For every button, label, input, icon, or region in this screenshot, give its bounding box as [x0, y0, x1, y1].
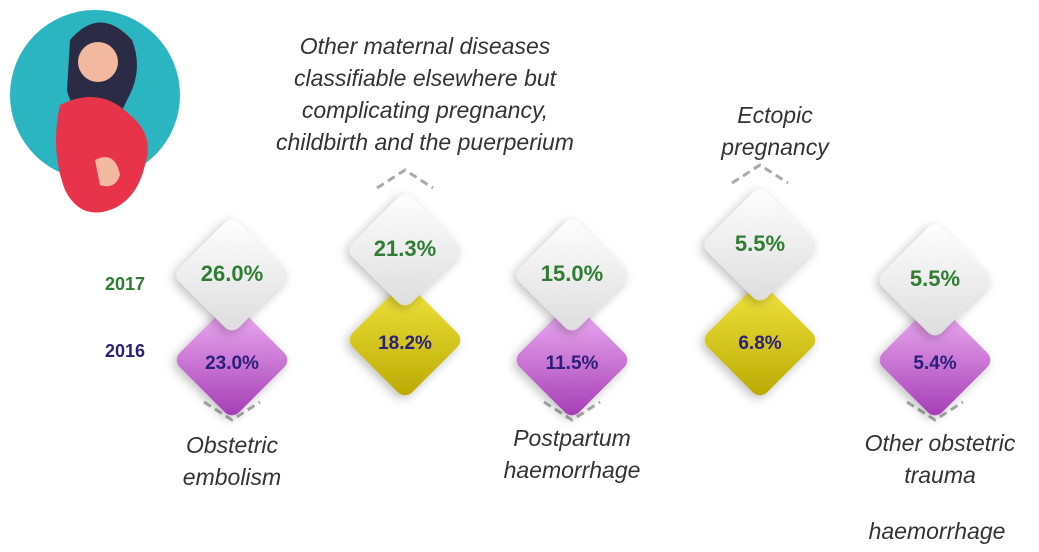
value-2017: 5.5% [910, 266, 960, 291]
category-label: embolism [183, 464, 281, 490]
category-label: Other maternal diseases [300, 33, 551, 59]
chevron [377, 170, 433, 188]
pregnant-woman-icon [10, 10, 180, 213]
extra-label: haemorrhage [869, 518, 1006, 544]
category-label: Ectopic [737, 102, 813, 128]
value-2016: 5.4% [913, 353, 956, 374]
value-2017: 26.0% [201, 261, 263, 286]
category-label: Obstetric [186, 432, 279, 458]
value-2017: 21.3% [374, 236, 436, 261]
value-2017: 15.0% [541, 261, 603, 286]
value-2016: 18.2% [378, 333, 432, 354]
value-2017: 5.5% [735, 231, 785, 256]
year-label: 2016 [105, 341, 145, 361]
category-label: haemorrhage [504, 457, 641, 483]
value-2016: 6.8% [738, 333, 781, 354]
chevron [732, 165, 788, 183]
category-label: classifiable elsewhere but [294, 65, 558, 91]
category-label: Postpartum [513, 425, 631, 451]
value-2016: 11.5% [546, 353, 599, 374]
category-label: complicating pregnancy, [302, 97, 548, 123]
category-label: pregnancy [720, 134, 830, 160]
category-label: childbirth and the puerperium [276, 129, 574, 155]
value-2016: 23.0% [205, 353, 259, 374]
category-label: Other obstetric [865, 430, 1016, 456]
infographic: 2017 2016 26.0% 23.0% Obstetric embolism 21.3%… [0, 0, 1039, 552]
year-label: 2017 [105, 274, 145, 294]
category-label: trauma [904, 462, 976, 488]
